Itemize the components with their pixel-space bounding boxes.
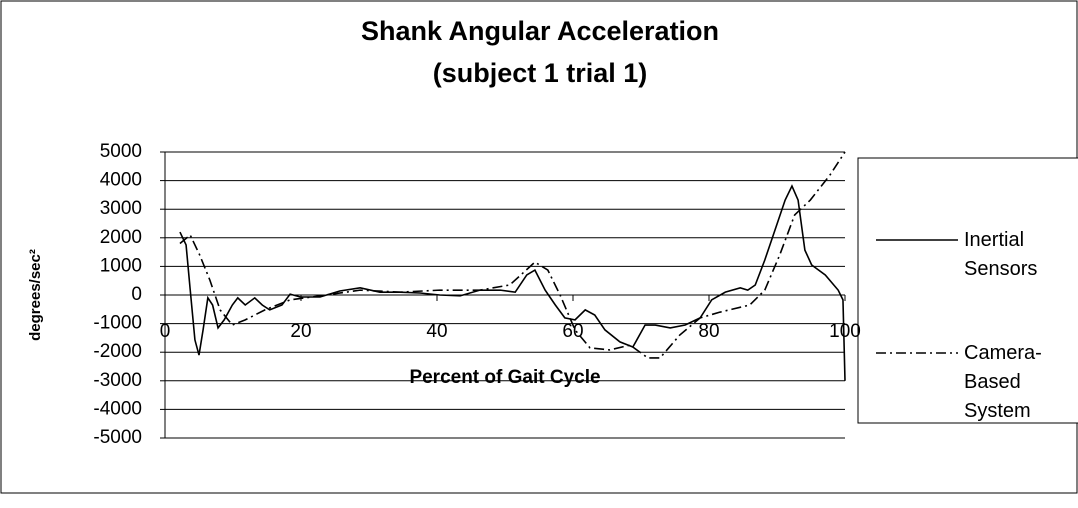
x-tick-label: 40 bbox=[426, 321, 447, 342]
x-tick-label: 20 bbox=[290, 321, 311, 342]
x-tick-label: 80 bbox=[698, 321, 719, 342]
y-axis-label: degrees/sec² bbox=[27, 249, 44, 341]
y-tick-label: 0 bbox=[131, 284, 142, 305]
legend-box bbox=[857, 157, 1078, 424]
y-tick-label: -2000 bbox=[93, 341, 142, 362]
x-tick-label: 60 bbox=[562, 321, 583, 342]
legend-entry: Inertial Sensors bbox=[964, 229, 1038, 280]
y-tick-label: 4000 bbox=[100, 170, 142, 191]
x-tick-label: 100 bbox=[829, 321, 861, 342]
y-tick-label: -4000 bbox=[93, 398, 142, 419]
y-tick-label: 5000 bbox=[100, 141, 142, 162]
y-tick-label: -5000 bbox=[93, 427, 142, 448]
legend-label: Camera-Based System bbox=[964, 342, 1042, 422]
y-tick-label: 3000 bbox=[100, 198, 142, 219]
chart-subtitle: (subject 1 trial 1) bbox=[433, 58, 648, 88]
legend-entry: Camera-Based System bbox=[964, 342, 1042, 422]
y-tick-label: 1000 bbox=[100, 255, 142, 276]
chart-title: Shank Angular Acceleration bbox=[361, 16, 719, 46]
x-tick-label: 0 bbox=[160, 321, 171, 342]
series-line bbox=[179, 151, 846, 359]
y-tick-label: -3000 bbox=[93, 370, 142, 391]
y-tick-label: 2000 bbox=[100, 227, 142, 248]
x-axis-label: Percent of Gait Cycle bbox=[409, 367, 600, 388]
y-tick-label: -1000 bbox=[93, 313, 142, 334]
legend-label: Inertial Sensors bbox=[964, 229, 1038, 280]
series-line bbox=[179, 184, 846, 381]
